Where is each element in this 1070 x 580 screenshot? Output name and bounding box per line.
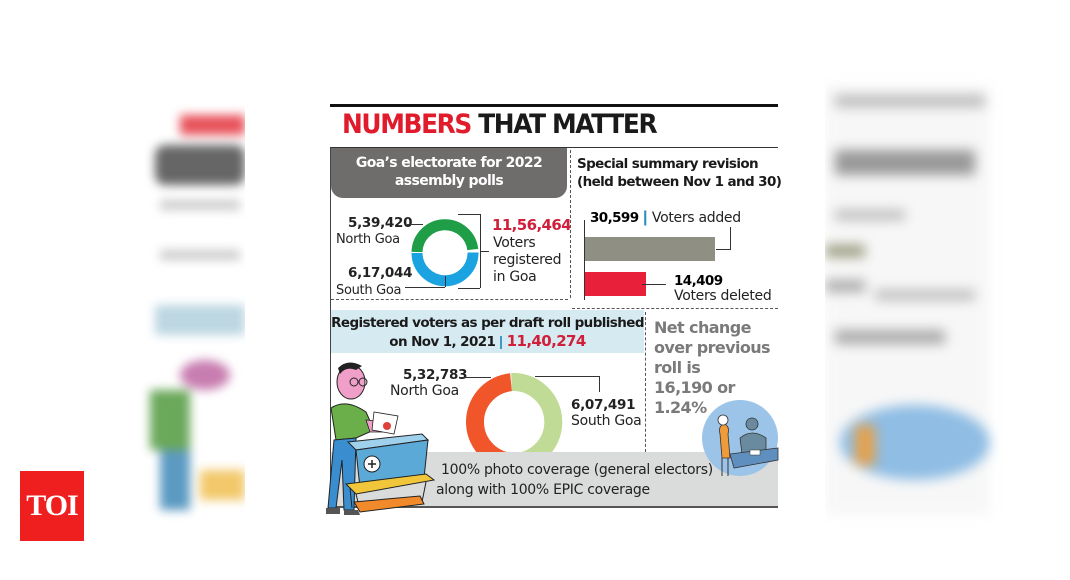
title-underline <box>330 147 778 148</box>
draft-south-label: South Goa <box>571 413 642 429</box>
electorate-header-line1: Goa’s electorate for 2022 <box>355 155 543 171</box>
voters-added-bar <box>585 237 715 261</box>
coverage-line1: 100% photo coverage (general electors) <box>441 462 713 478</box>
voters-added-label: Voters added <box>651 210 741 226</box>
title-part1: NUMBERS <box>342 109 472 140</box>
electorate-header-line2: assembly polls <box>394 173 504 189</box>
south-goa-value: 6,17,044 <box>348 265 413 281</box>
voters-deleted-leader <box>642 284 666 285</box>
south-goa-leader-line <box>405 287 445 288</box>
top-rule <box>330 104 778 107</box>
election-officer-illustration <box>702 400 779 476</box>
toi-logo[interactable]: TOI <box>20 471 84 541</box>
net-change-line1: Net change <box>654 318 751 337</box>
voters-deleted-value: 14,409 <box>674 273 723 289</box>
blurred-background-left <box>150 90 245 515</box>
divider-horizontal-left <box>331 299 568 300</box>
draft-roll-header-line2: on Nov 1, 2021 <box>389 334 496 350</box>
total-bracket-top <box>458 214 480 215</box>
draft-roll-separator: | <box>499 334 503 349</box>
divider-horizontal-right <box>572 308 778 309</box>
coverage-line2: along with 100% EPIC coverage <box>436 482 650 498</box>
voters-added-separator: | <box>642 209 648 226</box>
draft-roll-total-value: 11,40,274 <box>506 332 587 350</box>
voters-added-value: 30,599 <box>590 210 639 226</box>
infographic-title: NUMBERS THAT MATTER <box>342 109 658 140</box>
voters-deleted-bar <box>585 272 646 296</box>
total-registered-value: 11,56,464 <box>492 216 572 234</box>
voter-casting-ballot-illustration <box>326 362 436 515</box>
net-change-line4: 16,190 or <box>654 378 735 397</box>
draft-south-leader-h <box>535 376 599 377</box>
net-change-line2: over previous <box>654 338 771 357</box>
electorate-header: Goa’s electorate for 2022 assembly polls <box>331 148 567 198</box>
donut-segment-south-goa-draft <box>511 372 563 452</box>
draft-roll-donut-chart <box>466 372 563 452</box>
draft-roll-header-line2-row: on Nov 1, 2021 | 11,40,274 <box>331 332 644 351</box>
voters-added-leader-v <box>730 227 731 250</box>
south-goa-label: South Goa <box>336 283 402 298</box>
left-frame-line <box>330 147 331 507</box>
total-bracket-bottom <box>458 288 480 289</box>
voters-deleted-label: Voters deleted <box>674 288 772 304</box>
net-change-line5: 1.24% <box>654 398 707 417</box>
divider-vertical-bottom <box>645 312 646 452</box>
draft-south-value: 6,07,491 <box>571 397 636 413</box>
voters-added-caption: 30,599 | Voters added <box>590 209 741 227</box>
bottom-rule <box>331 506 778 508</box>
donut-segment-north-goa-draft <box>466 373 513 452</box>
total-bracket-vertical <box>480 214 481 288</box>
north-goa-leader-line <box>407 224 423 225</box>
draft-north-value: 5,32,783 <box>403 367 468 383</box>
draft-roll-header-line1: Registered voters as per draft roll publ… <box>331 315 644 331</box>
bar-axis <box>584 220 585 300</box>
north-goa-label: North Goa <box>336 232 400 247</box>
total-label-line3: in Goa <box>493 269 537 285</box>
south-goa-leader-line-v <box>445 276 446 287</box>
total-label-line1: Voters <box>493 235 536 251</box>
draft-roll-header: Registered voters as per draft roll publ… <box>331 310 644 353</box>
total-label-line2: registered <box>493 252 562 268</box>
net-change-text: Net change over previous roll is 16,190 … <box>654 318 771 418</box>
draft-north-label: North Goa <box>390 383 459 399</box>
blurred-background-right <box>825 85 990 515</box>
draft-south-leader-v <box>599 376 600 392</box>
divider-vertical-top <box>570 150 571 298</box>
title-part2: THAT MATTER <box>478 109 657 140</box>
net-change-line3: roll is <box>654 358 701 377</box>
north-goa-value: 5,39,420 <box>348 215 413 231</box>
draft-north-leader <box>461 377 491 378</box>
voters-added-leader-h <box>716 249 731 250</box>
revision-header-line1: Special summary revision <box>577 156 759 172</box>
total-bracket-tick <box>481 251 489 252</box>
revision-header-line2: (held between Nov 1 and 30) <box>577 174 782 190</box>
donut-segment-north-goa <box>411 219 479 253</box>
